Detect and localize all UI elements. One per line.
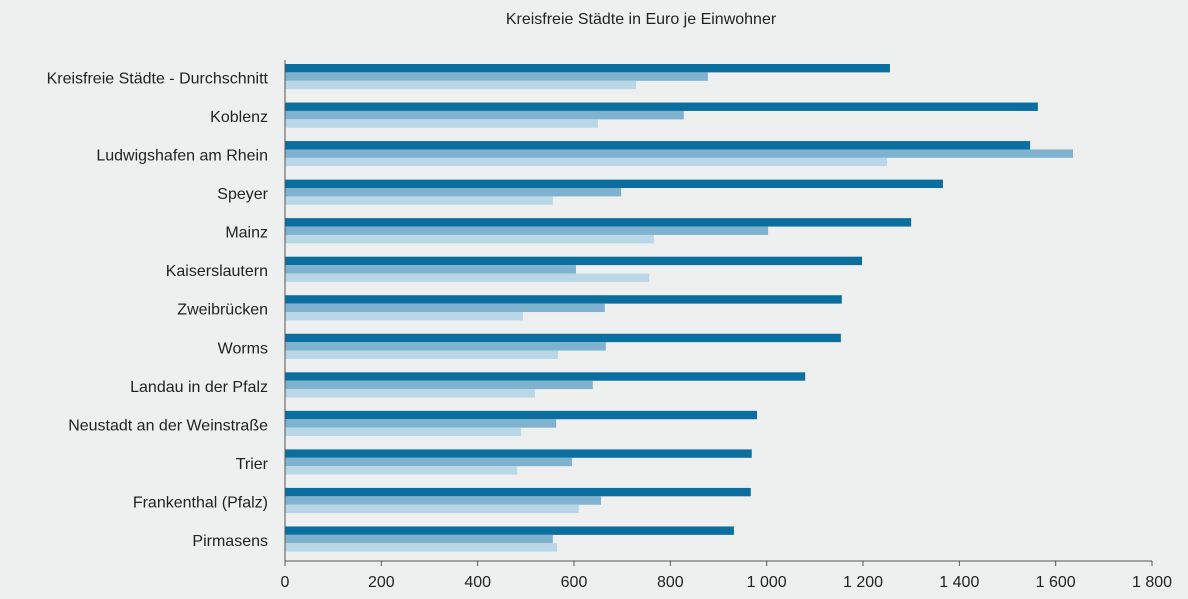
bar: [285, 526, 734, 535]
bar: [285, 504, 579, 514]
bar: [285, 102, 1038, 111]
bar: [285, 543, 558, 552]
bar: [285, 188, 622, 197]
bar: [285, 534, 553, 544]
x-tick-label: 1 000: [747, 574, 787, 591]
category-label: Kreisfreie Städte - Durchschnitt: [47, 70, 269, 87]
category-label: Neustadt an der Weinstraße: [68, 417, 268, 434]
bar: [285, 496, 601, 505]
bar: [285, 273, 650, 282]
category-label: Zweibrücken: [177, 302, 268, 319]
chart-title: Kreisfreie Städte in Euro je Einwohner: [506, 11, 777, 28]
bar: [285, 157, 888, 167]
bar: [285, 64, 890, 73]
category-label: Frankenthal (Pfalz): [133, 494, 268, 511]
bar: [285, 226, 769, 235]
bar: [285, 466, 518, 475]
x-tick-label: 1 600: [1036, 574, 1076, 591]
category-label: Mainz: [225, 225, 268, 242]
bar: [285, 265, 576, 274]
bar: [285, 449, 752, 458]
bar: [285, 333, 841, 343]
x-tick-label: 600: [561, 574, 588, 591]
x-tick-label: 400: [464, 574, 491, 591]
bar: [285, 419, 557, 428]
bar: [285, 312, 523, 321]
bar: [285, 149, 1074, 158]
x-tick-label: 200: [368, 574, 395, 591]
bar: [285, 380, 593, 390]
bar: [285, 457, 573, 467]
category-label: Pirmasens: [192, 533, 268, 550]
bar: [285, 218, 912, 227]
category-label: Worms: [218, 340, 268, 357]
bar: [285, 427, 522, 437]
bar: [285, 295, 842, 304]
x-tick-label: 0: [281, 574, 290, 591]
bar: [285, 410, 758, 420]
x-tick-label: 1 400: [939, 574, 979, 591]
bar: [285, 256, 863, 266]
bar: [285, 72, 708, 81]
bar: [285, 80, 637, 90]
bar: [285, 196, 553, 205]
bar: [285, 389, 535, 398]
category-label: Trier: [236, 456, 269, 473]
x-tick-label: 1 800: [1132, 574, 1172, 591]
category-label: Landau in der Pfalz: [130, 379, 268, 396]
category-label: Koblenz: [210, 109, 268, 126]
bar: [285, 179, 943, 189]
bar: [285, 303, 605, 313]
bar: [285, 119, 599, 128]
bar: [285, 350, 559, 359]
x-tick-label: 1 200: [843, 574, 883, 591]
bar: [285, 110, 684, 120]
category-label: Speyer: [217, 186, 268, 203]
bar: [285, 487, 751, 497]
x-tick-label: 800: [657, 574, 684, 591]
category-label: Kaiserslautern: [166, 263, 268, 280]
category-label: Ludwigshafen am Rhein: [96, 148, 268, 165]
bar: [285, 342, 606, 351]
bar: [285, 372, 806, 381]
bar: [285, 141, 1031, 150]
bar: [285, 234, 654, 244]
